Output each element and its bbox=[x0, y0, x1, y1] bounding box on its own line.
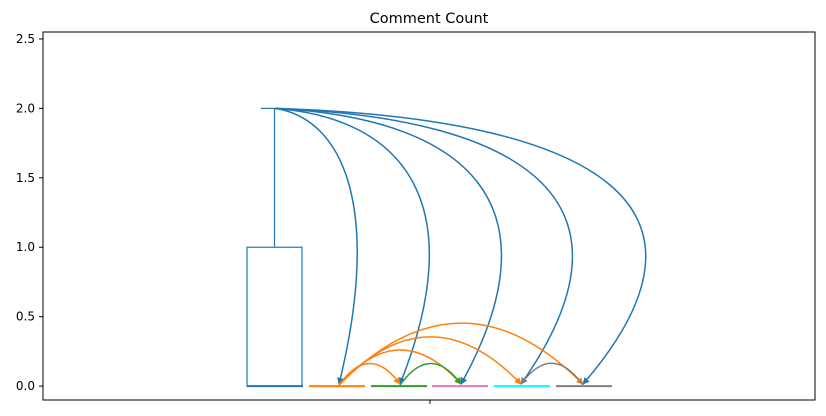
y-tick-label: 2.5 bbox=[16, 32, 35, 46]
y-tick-label: 0.0 bbox=[16, 379, 35, 393]
relation-arrow bbox=[338, 322, 584, 386]
y-tick-label: 0.5 bbox=[16, 310, 35, 324]
y-tick-label: 1.5 bbox=[16, 171, 35, 185]
axes: 0.0 0.5 1.0 1.5 2.0 2.5 bbox=[16, 31, 816, 404]
y-tick-label: 1.0 bbox=[16, 240, 35, 254]
relation-arrow bbox=[274, 107, 647, 385]
relation-arrow bbox=[274, 107, 358, 385]
relation-arrow bbox=[274, 107, 574, 385]
plot-area bbox=[246, 107, 647, 388]
relation-arrow bbox=[274, 107, 503, 385]
y-tick-label: 2.0 bbox=[16, 101, 35, 115]
axes-frame bbox=[42, 31, 816, 401]
relation-arrow bbox=[274, 107, 431, 385]
chart-title: Comment Count bbox=[370, 11, 489, 27]
relation-arrow bbox=[399, 362, 462, 386]
relation-arrow bbox=[338, 362, 401, 386]
relation-arrow bbox=[520, 362, 584, 386]
